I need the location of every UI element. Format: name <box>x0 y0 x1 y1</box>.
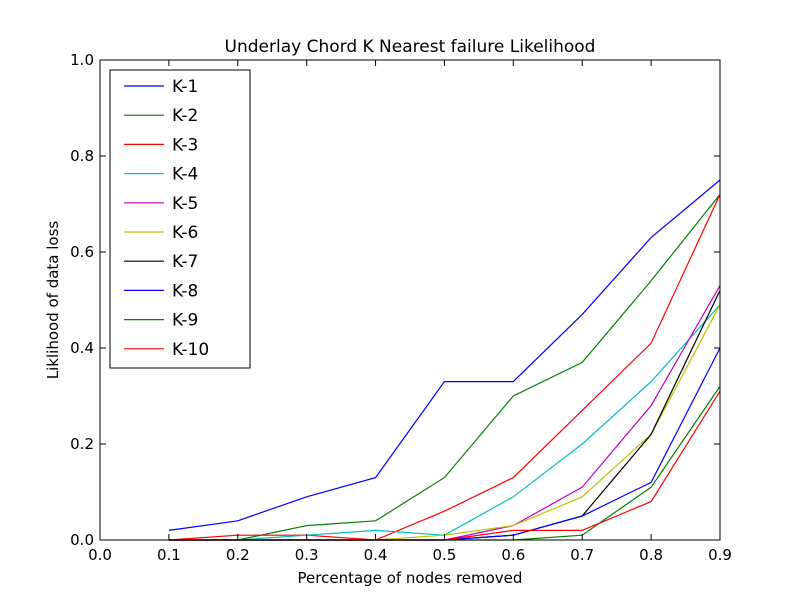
legend-label: K-5 <box>172 194 198 214</box>
series-line-k-2 <box>168 194 721 541</box>
series-line-k-10 <box>168 390 721 541</box>
legend-label: K-7 <box>172 252 198 272</box>
x-tick-label: 0.9 <box>708 546 732 564</box>
legend-label: K-2 <box>172 106 198 126</box>
legend-label: K-1 <box>172 77 198 97</box>
plot-frame <box>99 59 721 541</box>
legend: K-1 K-2 K-3 K-4 K-5 K-6 K-7 K-8 K-9 K-10 <box>109 69 251 369</box>
series-line-k-3 <box>168 194 721 541</box>
legend-label: K-4 <box>172 165 198 185</box>
axis-ticks: 0.0 0.1 0.2 0.3 0.4 0.5 0.6 0.7 0.8 0.9 0.0 0.2 0.4 0… <box>70 51 732 564</box>
series-line-k-9 <box>168 386 721 541</box>
x-tick-label: 0.5 <box>433 546 457 564</box>
y-tick-label: 0.6 <box>70 243 94 261</box>
y-tick-label: 0.8 <box>70 147 94 165</box>
legend-label: K-9 <box>172 311 198 331</box>
y-tick-label: 1.0 <box>70 51 94 69</box>
x-tick-label: 0.8 <box>639 546 663 564</box>
legend-label: K-6 <box>172 223 198 243</box>
x-tick-label: 0.4 <box>364 546 388 564</box>
x-axis-label: Percentage of nodes removed <box>298 569 523 587</box>
x-tick-label: 0.3 <box>295 546 319 564</box>
y-tick-label: 0.0 <box>70 531 94 549</box>
series-line-k-1 <box>168 179 721 531</box>
x-tick-label: 0.0 <box>88 546 112 564</box>
x-tick-label: 0.7 <box>570 546 594 564</box>
y-tick-label: 0.2 <box>70 435 94 453</box>
x-tick-label: 0.1 <box>157 546 181 564</box>
legend-label: K-8 <box>172 281 198 301</box>
legend-box <box>109 69 251 369</box>
series-lines <box>168 179 721 541</box>
y-tick-label: 0.4 <box>70 339 94 357</box>
legend-label: K-10 <box>172 340 209 360</box>
y-axis-label: Liklihood of data loss <box>44 221 62 380</box>
series-line-k-7 <box>168 290 721 541</box>
chart-title: Underlay Chord K Nearest failure Likelih… <box>225 37 596 57</box>
legend-label: K-3 <box>172 135 198 155</box>
x-tick-label: 0.2 <box>226 546 250 564</box>
x-tick-label: 0.6 <box>501 546 525 564</box>
series-line-k-5 <box>168 285 721 541</box>
